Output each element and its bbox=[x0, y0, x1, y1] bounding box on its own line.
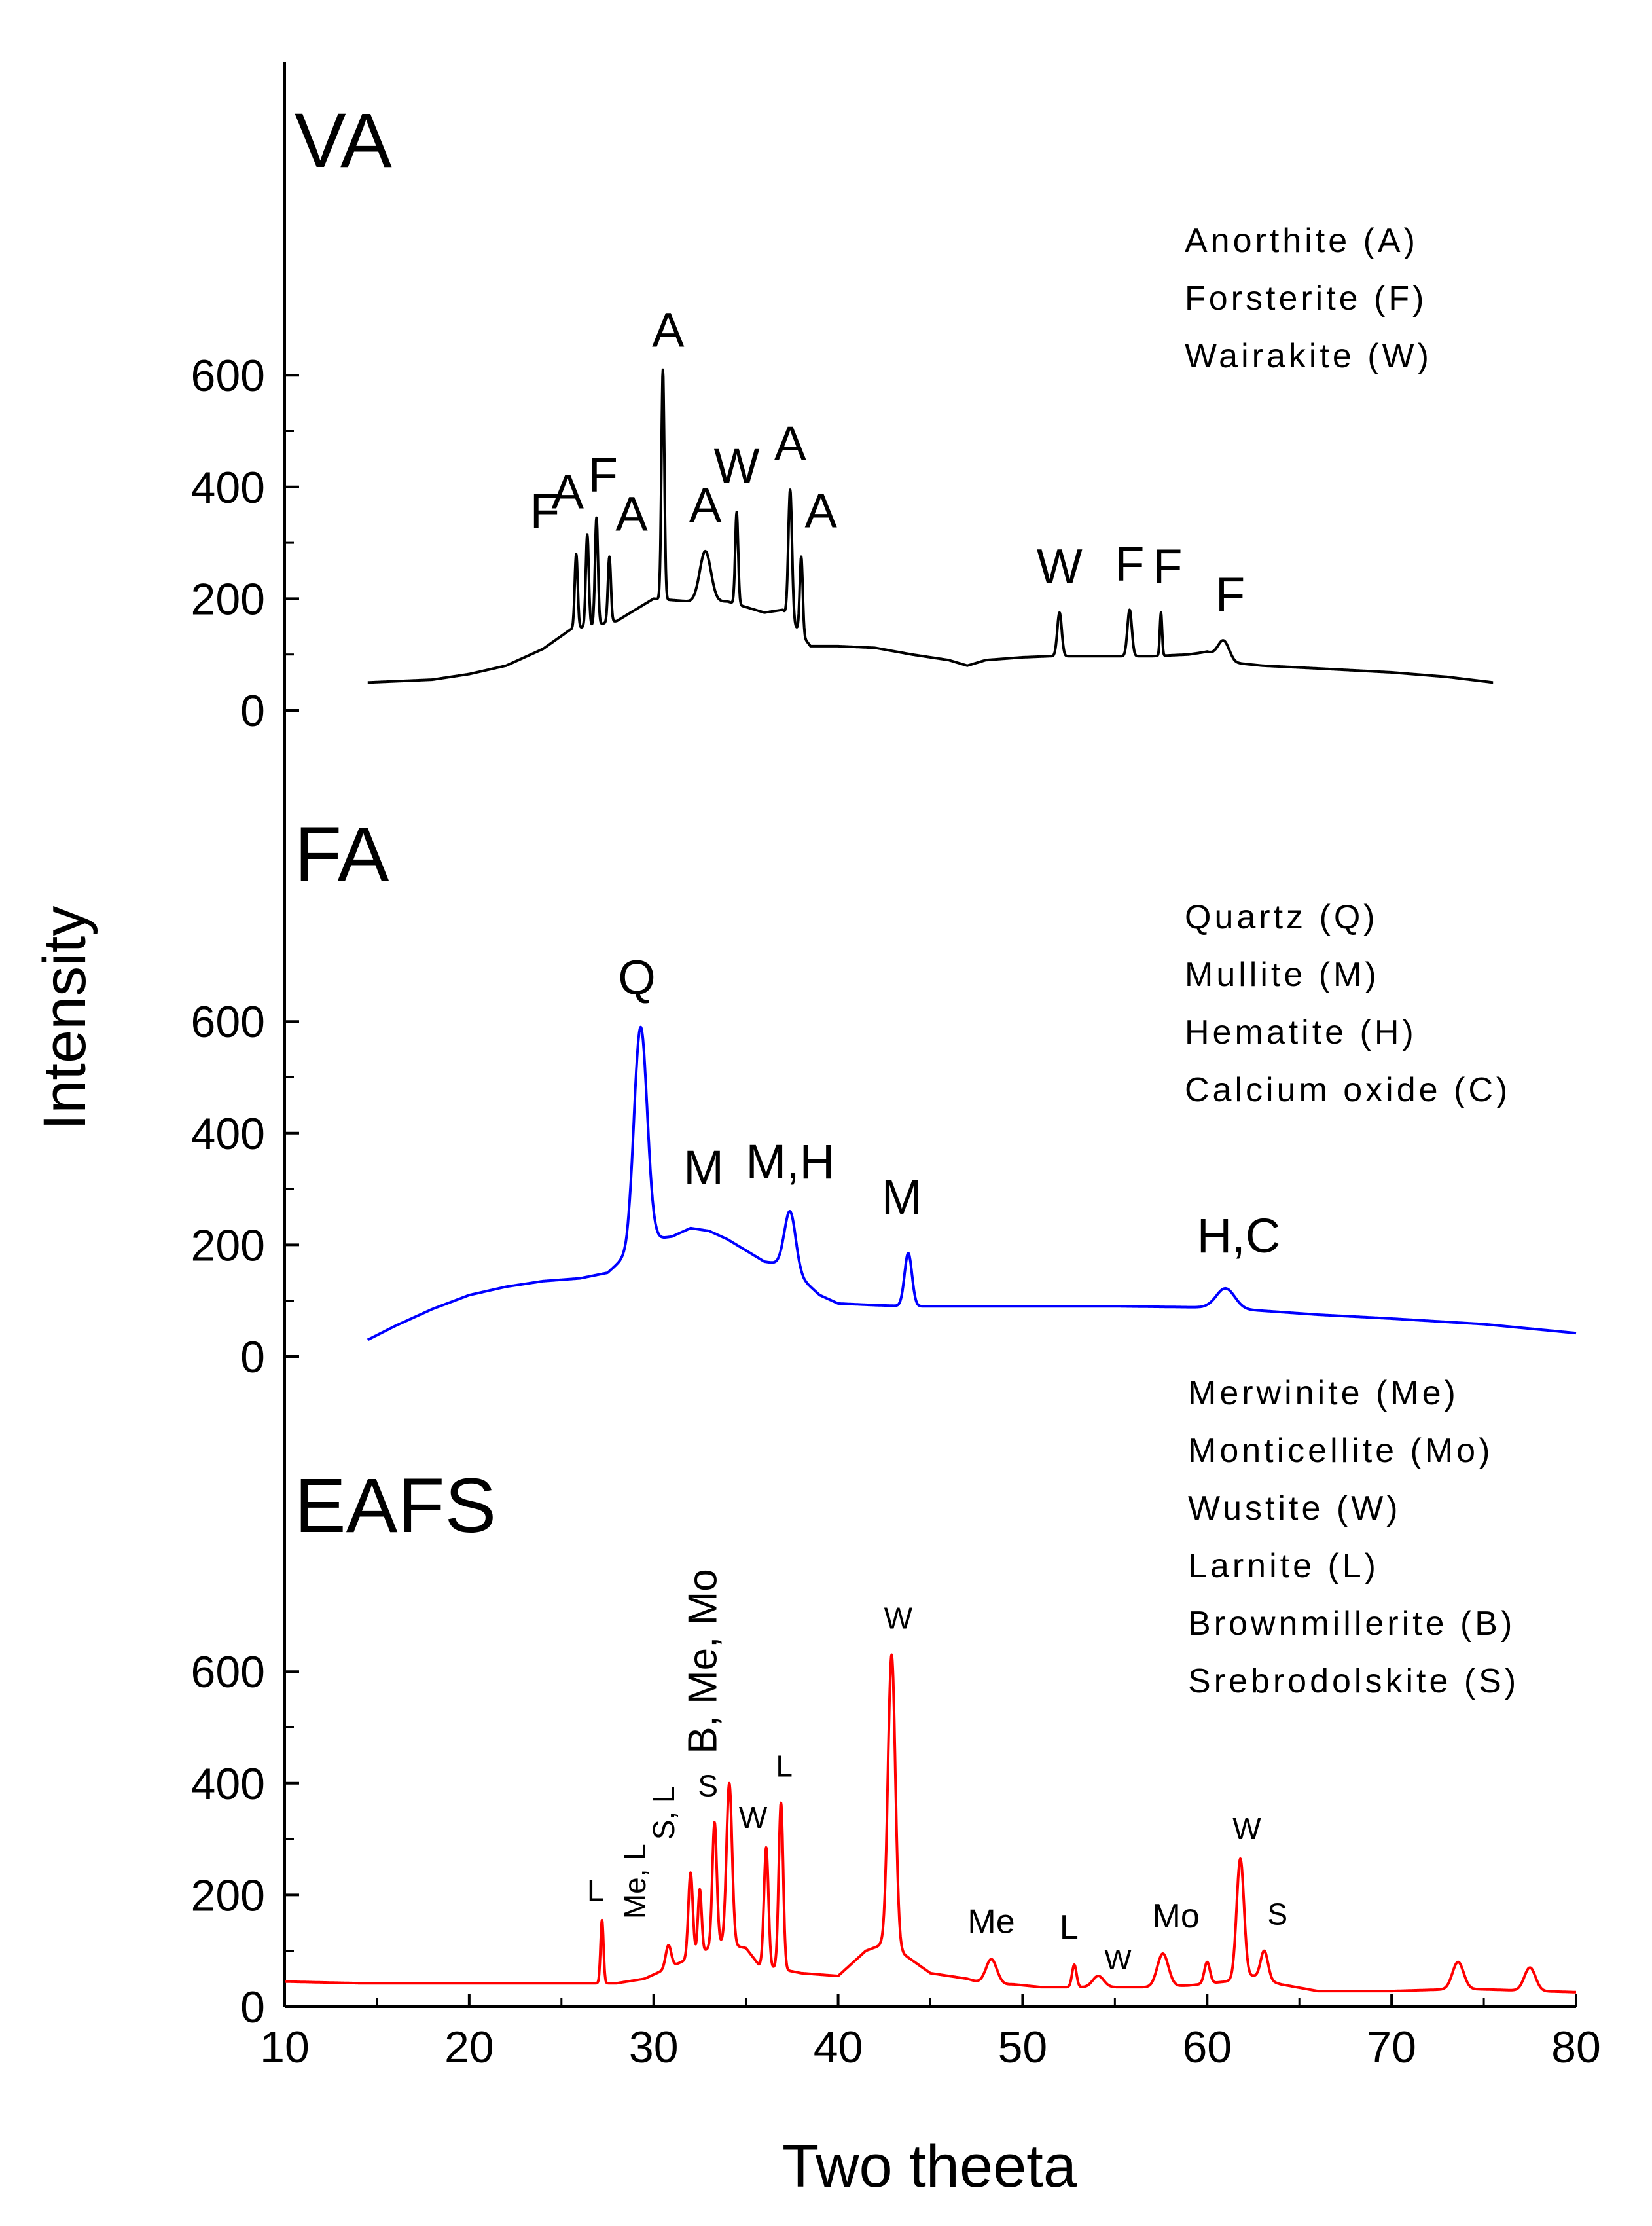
peak-label: A bbox=[615, 486, 648, 541]
peak-label: F bbox=[530, 484, 560, 538]
y-tick-label: 400 bbox=[191, 463, 265, 513]
x-tick-label: 50 bbox=[998, 2022, 1048, 2072]
y-tick-label: 600 bbox=[191, 351, 265, 401]
peak-label: M bbox=[683, 1140, 724, 1195]
peak-label: M bbox=[882, 1170, 922, 1224]
peak-label: W bbox=[1232, 1812, 1261, 1846]
legend-item: Wustite (W) bbox=[1188, 1489, 1401, 1527]
y-tick-label: 600 bbox=[191, 1647, 265, 1697]
peak-label: A bbox=[552, 464, 584, 519]
y-tick-label: 400 bbox=[191, 1759, 265, 1809]
peak-label: W bbox=[884, 1601, 913, 1635]
legend-item: Anorthite (A) bbox=[1185, 222, 1418, 260]
legend-item: Forsterite (F) bbox=[1185, 280, 1427, 318]
peak-label: F bbox=[1115, 536, 1144, 591]
peak-label: M,H bbox=[745, 1135, 835, 1189]
series-line-fa bbox=[367, 1025, 1577, 1341]
peak-label: Mo bbox=[1153, 1897, 1200, 1935]
legend-item: Larnite (L) bbox=[1188, 1547, 1379, 1585]
peak-label: H,C bbox=[1197, 1209, 1280, 1263]
legend-item: Srebrodolskite (S) bbox=[1188, 1662, 1519, 1700]
x-tick-label: 10 bbox=[260, 2022, 310, 2072]
x-tick-label: 80 bbox=[1551, 2022, 1601, 2072]
peak-label: A bbox=[774, 416, 807, 471]
panel-title: FA bbox=[295, 811, 389, 898]
series-line-eafs bbox=[283, 1653, 1577, 1994]
peak-label: S, L bbox=[647, 1786, 681, 1840]
peak-label: B, Me, Mo bbox=[680, 1569, 725, 1754]
peak-label: S bbox=[698, 1769, 718, 1803]
x-tick-label: 30 bbox=[629, 2022, 679, 2072]
peak-label: Me bbox=[967, 1903, 1015, 1941]
y-tick-label: 200 bbox=[191, 574, 265, 624]
y-tick-label: 0 bbox=[240, 1982, 265, 2032]
legend-item: Hematite (H) bbox=[1185, 1013, 1417, 1051]
peak-label: Me, L bbox=[618, 1844, 652, 1919]
series-line-va bbox=[367, 368, 1494, 684]
x-tick-label: 60 bbox=[1182, 2022, 1232, 2072]
peak-label: F bbox=[588, 448, 618, 502]
x-axis-title: Two theeta bbox=[782, 2133, 1077, 2200]
peak-label: A bbox=[652, 303, 685, 357]
peak-label: F bbox=[1215, 567, 1245, 621]
legend-item: Calcium oxide (C) bbox=[1185, 1071, 1511, 1109]
peak-label: L bbox=[587, 1873, 604, 1907]
legend-item: Mullite (M) bbox=[1185, 956, 1380, 994]
y-tick-label: 200 bbox=[191, 1220, 265, 1270]
x-tick-label: 70 bbox=[1367, 2022, 1416, 2072]
y-tick-label: 0 bbox=[240, 686, 265, 736]
peak-label: A bbox=[805, 483, 838, 538]
peak-label: L bbox=[1060, 1908, 1079, 1946]
x-tick-label: 40 bbox=[814, 2022, 863, 2072]
peak-label: W bbox=[1104, 1944, 1132, 1976]
peak-label: W bbox=[739, 1800, 768, 1834]
panel-title: VA bbox=[295, 98, 392, 184]
peak-label: S bbox=[1267, 1897, 1287, 1931]
peak-label: Q bbox=[618, 951, 656, 1005]
legend-item: Merwinite (Me) bbox=[1188, 1374, 1459, 1412]
peak-label: W bbox=[714, 439, 760, 493]
legend-item: Quartz (Q) bbox=[1185, 898, 1378, 936]
peak-label: A bbox=[689, 478, 722, 532]
y-tick-label: 600 bbox=[191, 997, 265, 1047]
panel-title: EAFS bbox=[295, 1463, 496, 1549]
peak-label: F bbox=[1153, 539, 1182, 594]
x-tick-label: 20 bbox=[444, 2022, 494, 2072]
legend-item: Wairakite (W) bbox=[1185, 337, 1432, 375]
legend-item: Brownmillerite (B) bbox=[1188, 1605, 1515, 1643]
tick-group: 10 20 30 40 50 60 70 80 0 200 400 600 0 200 400 600 0 200… bbox=[191, 351, 1601, 2072]
legend-item: Monticellite (Mo) bbox=[1188, 1432, 1493, 1470]
y-tick-label: 400 bbox=[191, 1109, 265, 1159]
peak-label: W bbox=[1037, 539, 1083, 594]
y-tick-label: 0 bbox=[240, 1332, 265, 1382]
panel-fa: Q M M,H M H,C FA Quartz (Q) Mullite (M) Hematite… bbox=[295, 811, 1577, 1341]
y-axis-title: Intensity bbox=[31, 906, 98, 1131]
peak-label: L bbox=[776, 1749, 793, 1783]
y-tick-label: 200 bbox=[191, 1870, 265, 1920]
